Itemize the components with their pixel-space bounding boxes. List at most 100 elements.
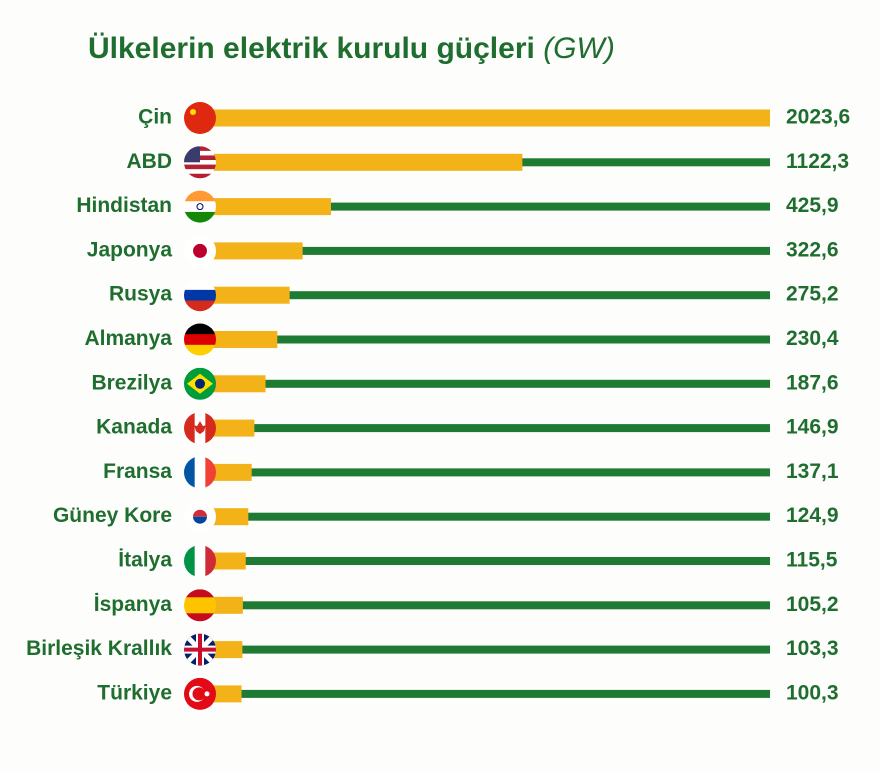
value-label: 137,1 — [786, 460, 839, 483]
y-tick-label: İtalya — [118, 549, 172, 572]
title-unit: (GW) — [543, 32, 615, 65]
value-label: 187,6 — [786, 371, 839, 394]
bar-track — [214, 335, 770, 344]
value-label: 230,4 — [786, 327, 839, 350]
flag — [184, 234, 216, 267]
flag-part — [196, 203, 204, 211]
value-label: 275,2 — [786, 283, 839, 306]
y-tick-label: Hindistan — [76, 194, 172, 217]
flag-part — [184, 412, 196, 445]
bar — [194, 242, 303, 260]
flag — [184, 412, 216, 445]
flag — [184, 500, 216, 533]
flag-part — [184, 164, 216, 170]
bar — [194, 153, 523, 171]
flag-part — [184, 300, 216, 312]
bar — [194, 198, 332, 216]
y-tick-label: Japonya — [87, 238, 173, 261]
y-tick-label: Çin — [138, 106, 172, 129]
bar — [194, 109, 770, 127]
flag — [184, 323, 216, 356]
y-tick-label: Rusya — [109, 283, 172, 306]
y-tick-label: Fransa — [103, 460, 172, 483]
value-label: 105,2 — [786, 593, 839, 616]
value-label: 115,5 — [786, 549, 838, 572]
y-tick-label: Türkiye — [97, 681, 172, 704]
flag-part — [184, 545, 196, 577]
flag-part — [184, 334, 216, 346]
flag — [184, 677, 216, 710]
flag-part — [205, 412, 216, 445]
flag-part — [184, 173, 216, 179]
flag-part — [184, 160, 216, 166]
bar-track — [214, 557, 770, 565]
y-tick-label: Birleşik Krallık — [26, 637, 172, 660]
bar-track — [214, 424, 770, 433]
flag — [184, 102, 216, 134]
bar — [194, 286, 290, 304]
bar-track — [214, 512, 770, 521]
y-tick-label: İspanya — [94, 593, 173, 616]
value-label: 146,9 — [786, 416, 839, 439]
flag-part — [184, 589, 216, 598]
y-tick-label: Almanya — [84, 327, 172, 350]
value-label: 322,6 — [786, 238, 839, 261]
flag-part — [184, 456, 196, 489]
flag-part — [184, 201, 216, 213]
value-label: 103,3 — [786, 637, 839, 660]
flag-part — [184, 323, 216, 335]
flag-part — [184, 279, 216, 291]
flag-part — [205, 545, 216, 577]
flag-part — [184, 146, 200, 163]
flag — [184, 279, 216, 312]
flag-part — [190, 109, 196, 115]
flag — [184, 456, 216, 489]
chart-title: Ülkelerin elektrik kurulu güçleri (GW) — [88, 32, 615, 65]
bar-track — [214, 645, 770, 654]
flag-part — [192, 687, 206, 701]
value-label: 425,9 — [786, 194, 839, 217]
flag-part — [193, 516, 207, 524]
flag-part — [193, 243, 207, 258]
bar-track — [214, 202, 770, 211]
value-label: 1122,3 — [786, 150, 849, 173]
bar-track — [214, 468, 770, 477]
flag — [184, 633, 216, 666]
flag — [184, 589, 216, 622]
flag-part — [184, 289, 216, 302]
y-tick-label: Brezilya — [91, 371, 172, 394]
value-label: 100,3 — [786, 681, 839, 704]
flag-part — [184, 211, 216, 223]
bar-track — [214, 291, 770, 300]
bar-track — [214, 601, 770, 610]
flag-part — [194, 421, 206, 435]
y-tick-label: Kanada — [96, 416, 172, 439]
bar-track — [214, 689, 770, 698]
y-tick-label: Güney Kore — [53, 504, 172, 527]
y-tick-label: ABD — [127, 150, 173, 173]
bar-track — [214, 379, 770, 388]
flag-part — [184, 169, 216, 175]
flag-part — [184, 633, 216, 666]
value-label: 2023,6 — [786, 106, 850, 129]
flag — [184, 146, 216, 179]
flag — [184, 545, 216, 577]
flag-part — [204, 691, 210, 697]
flag-part — [194, 456, 206, 489]
flag-part — [184, 344, 216, 356]
flag — [184, 367, 216, 400]
flag-part — [205, 456, 216, 489]
flag-part — [184, 613, 216, 622]
value-label: 124,9 — [786, 504, 839, 527]
flag — [184, 190, 216, 223]
flag-part — [184, 190, 216, 202]
title-text: Ülkelerin elektrik kurulu güçleri — [88, 32, 535, 65]
flag-part — [193, 509, 207, 517]
flag-part — [184, 102, 216, 134]
bar-track — [214, 246, 770, 255]
flag-part — [184, 597, 216, 614]
flag-part — [195, 378, 205, 389]
flag-part — [194, 545, 206, 577]
